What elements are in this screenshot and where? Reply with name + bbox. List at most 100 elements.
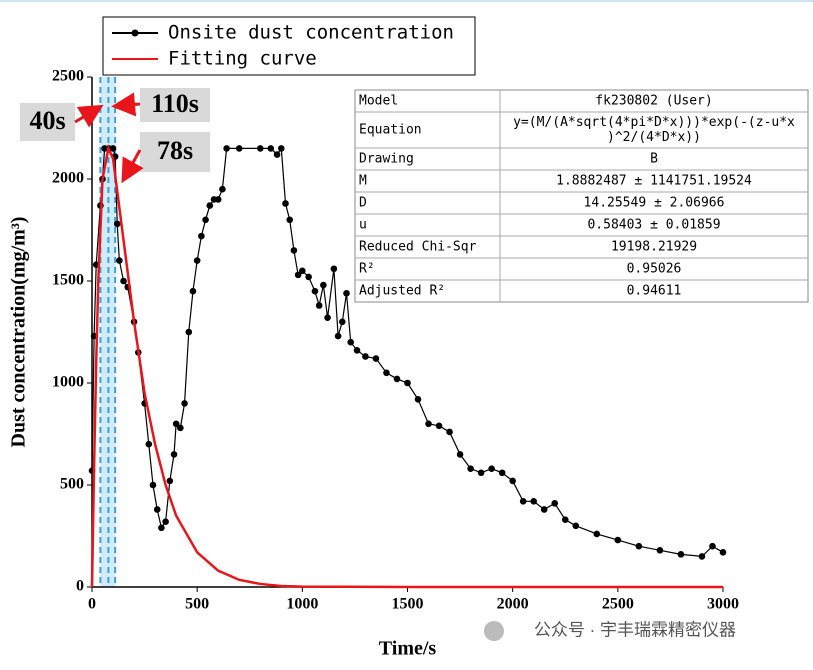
table-frame [354, 89, 809, 303]
data-point [273, 151, 281, 158]
data-point [172, 420, 180, 428]
data-point [572, 522, 580, 530]
series-line [90, 144, 723, 589]
data-point [677, 551, 685, 558]
data-point [404, 379, 411, 387]
data-point [109, 145, 117, 152]
data-point [170, 451, 178, 458]
data-point [162, 518, 169, 526]
annotation-box [140, 132, 210, 172]
table-value: 0.94611 [627, 284, 682, 299]
table-value: )^2/(4*D*x)) [607, 130, 701, 145]
y-tick-label: 1500 [52, 272, 84, 289]
x-tick-label: 1500 [392, 596, 424, 613]
table-label: Equation [359, 123, 422, 138]
data-point [202, 216, 209, 224]
legend-label: Fitting curve [168, 48, 317, 70]
data-point [338, 318, 346, 326]
table-label: D [359, 196, 367, 211]
table-value: y=(M/(A*sqrt(4*pi*D*x)))*exp(-(z-u*x [513, 115, 795, 130]
data-point [256, 145, 264, 152]
data-point [456, 451, 464, 458]
data-point [286, 216, 294, 224]
data-point [467, 465, 474, 472]
x-tick-label: 3000 [707, 596, 739, 613]
annotation-arrow [74, 104, 104, 128]
data-point [189, 287, 197, 295]
x-tick-label: 2000 [497, 596, 529, 613]
data-point [315, 302, 323, 309]
data-point [343, 289, 350, 297]
table-label: Reduced Chi-Sqr [359, 240, 477, 255]
y-axis-label: Dust concentration(mg/m³) [8, 217, 30, 448]
data-point [299, 267, 306, 275]
annotation-label: 40s [29, 106, 65, 135]
data-point [193, 257, 201, 264]
data-point [561, 516, 569, 523]
data-point [488, 465, 495, 472]
annotation-arrow [111, 92, 141, 117]
data-point [320, 281, 327, 289]
data-point [145, 440, 153, 448]
annotation-arrow [121, 149, 144, 184]
data-point [206, 202, 214, 209]
table-label: Model [359, 94, 398, 109]
data-point [185, 328, 193, 336]
data-point [223, 145, 230, 152]
data-point [635, 542, 643, 550]
data-point [393, 375, 401, 383]
table-value: 1.8882487 ± 1141751.19524 [556, 174, 752, 189]
table-value: fk230802 (User) [595, 94, 712, 109]
data-point [120, 277, 127, 285]
data-point [372, 355, 380, 362]
y-tick-label: 2500 [52, 68, 84, 85]
data-point [235, 145, 243, 152]
data-point [330, 265, 338, 273]
table-label: R² [359, 262, 375, 277]
annotation-box [20, 103, 75, 141]
data-point [353, 347, 361, 354]
data-point [656, 546, 664, 554]
y-tick-label: 2000 [52, 170, 84, 187]
table-value: 14.25549 ± 2.06966 [584, 196, 725, 211]
data-point [719, 549, 727, 556]
x-axis-label: Time/s [379, 638, 437, 660]
x-tick-label: 0 [88, 596, 96, 613]
data-point [362, 353, 369, 360]
table-label: u [359, 218, 367, 233]
table-value: 0.58403 ± 0.01859 [587, 218, 720, 233]
data-point [177, 424, 184, 432]
data-point [311, 287, 319, 295]
data-point [477, 469, 485, 477]
data-point [530, 498, 537, 505]
data-point [278, 145, 285, 152]
data-point [219, 185, 226, 193]
data-point [614, 536, 622, 544]
data-point [267, 145, 275, 152]
data-point [181, 400, 188, 407]
data-point [347, 338, 355, 346]
y-tick-label: 500 [60, 476, 84, 493]
data-point [149, 481, 157, 489]
data-point [334, 332, 342, 340]
data-point [709, 542, 716, 550]
data-point [294, 271, 302, 279]
table-label: M [359, 174, 367, 189]
x-tick-label: 2500 [602, 596, 634, 613]
data-point [166, 477, 174, 485]
data-point [153, 506, 161, 513]
data-point [498, 469, 506, 477]
data-point [214, 196, 222, 203]
data-point [290, 247, 298, 254]
table-label: Adjusted R² [359, 284, 445, 299]
data-point [383, 369, 390, 377]
data-point [593, 530, 601, 538]
data-point [446, 428, 453, 436]
data-point [158, 524, 165, 532]
data-point [305, 273, 312, 281]
watermark-icon [484, 621, 504, 641]
y-tick-label: 1000 [52, 374, 84, 391]
table-value: 0.95026 [627, 262, 682, 277]
data-point [425, 420, 432, 428]
